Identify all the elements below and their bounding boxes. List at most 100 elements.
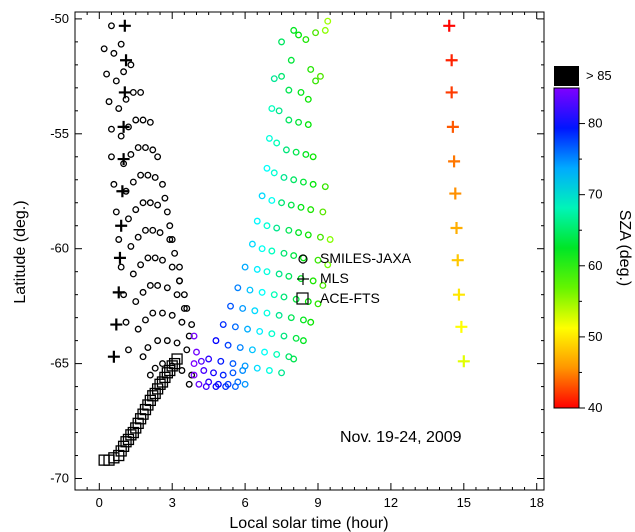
smiles-point — [295, 31, 303, 39]
mls-point — [445, 86, 458, 99]
smiles-point — [292, 295, 300, 303]
mls-point — [451, 254, 464, 267]
smiles-point — [278, 38, 286, 46]
y-axis-label: Latitude (deg.) — [12, 200, 29, 303]
smiles-point — [200, 367, 208, 374]
smiles-point — [253, 265, 261, 273]
smiles-point — [190, 371, 198, 379]
smiles-point — [185, 332, 193, 340]
smiles-point — [307, 66, 315, 73]
data-marks — [98, 17, 470, 466]
smiles-point — [139, 199, 147, 207]
x-tick-label: 15 — [457, 495, 471, 510]
colorbar-tick-label: 60 — [588, 258, 602, 273]
smiles-point — [193, 348, 200, 356]
smiles-point — [280, 249, 288, 257]
smiles-point — [295, 118, 303, 126]
smiles-point — [122, 318, 130, 326]
smiles-point — [151, 174, 159, 181]
smiles-point — [168, 236, 176, 243]
smiles-point — [122, 95, 130, 103]
smiles-point — [231, 383, 239, 391]
smiles-point — [137, 261, 145, 269]
smiles-point — [139, 288, 147, 296]
smiles-point — [268, 247, 276, 255]
colorbar-tick-label: 80 — [588, 116, 602, 131]
smiles-point — [314, 256, 322, 264]
smiles-point — [108, 22, 115, 30]
smiles-point — [139, 116, 147, 124]
mls-point — [117, 153, 130, 166]
axes: 0 3 6 9 12 15 18 -50 -55 -60 -65 -70 — [50, 11, 544, 510]
smiles-point — [178, 318, 186, 326]
mls-point — [116, 185, 129, 198]
smiles-point — [309, 277, 317, 285]
smiles-point — [134, 144, 142, 152]
smiles-point — [212, 383, 220, 391]
smiles-point — [302, 36, 310, 44]
smiles-point — [127, 242, 135, 250]
smiles-point — [173, 291, 181, 299]
colorbar-tick-label: 70 — [588, 187, 602, 202]
smiles-point — [244, 325, 251, 333]
smiles-point — [146, 282, 154, 289]
smiles-point — [280, 293, 288, 301]
smiles-point — [270, 169, 278, 177]
smiles-point — [312, 77, 320, 85]
smiles-point — [309, 153, 317, 161]
smiles-point — [112, 77, 120, 85]
y-tick-label: -65 — [50, 356, 69, 371]
mls-point — [455, 320, 468, 333]
smiles-point — [278, 199, 286, 207]
smiles-point — [132, 116, 140, 124]
smiles-point — [125, 215, 132, 223]
smiles-point — [285, 226, 293, 234]
smiles-point — [263, 268, 271, 276]
smiles-point — [321, 26, 329, 34]
mls-point — [445, 54, 458, 67]
smiles-point — [219, 321, 227, 328]
smiles-point — [319, 282, 327, 289]
mls-point — [457, 355, 470, 368]
smiles-point — [229, 369, 237, 377]
smiles-point — [273, 139, 281, 147]
smiles-point — [149, 146, 157, 154]
y-tick-label: -60 — [50, 241, 69, 256]
mls-point — [118, 19, 131, 32]
smiles-point — [314, 300, 322, 308]
legend-circle-icon — [298, 254, 308, 264]
legend-square-icon — [296, 292, 309, 305]
smiles-point — [112, 208, 120, 216]
smiles-point — [129, 178, 137, 186]
smiles-point — [146, 199, 154, 207]
smiles-point — [108, 125, 115, 133]
smiles-point — [246, 286, 254, 294]
smiles-point — [142, 144, 149, 152]
smiles-point — [292, 334, 300, 342]
smiles-point — [212, 337, 220, 345]
smiles-point — [100, 45, 108, 53]
smiles-point — [273, 350, 281, 358]
smiles-point — [285, 86, 293, 94]
legend-label-smiles: SMILES-JAXA — [320, 250, 412, 266]
smiles-point — [115, 236, 123, 243]
x-axis-label: Local solar time (hour) — [229, 515, 388, 532]
smiles-point — [326, 236, 334, 243]
smiles-point — [205, 355, 213, 363]
smiles-point — [217, 357, 225, 365]
smiles-point — [134, 325, 142, 333]
smiles-point — [307, 206, 315, 214]
mls-point — [110, 318, 123, 331]
smiles-point — [146, 118, 154, 126]
smiles-point — [154, 153, 162, 161]
smiles-point — [117, 40, 125, 48]
smiles-point — [117, 132, 125, 140]
smiles-point — [285, 272, 293, 280]
smiles-point — [297, 203, 305, 211]
smiles-point — [154, 282, 162, 289]
y-tick-label: -55 — [50, 126, 69, 141]
x-tick-label: 18 — [529, 495, 543, 510]
smiles-point — [270, 291, 278, 299]
smiles-point — [319, 208, 327, 216]
smiles-point — [282, 146, 290, 154]
